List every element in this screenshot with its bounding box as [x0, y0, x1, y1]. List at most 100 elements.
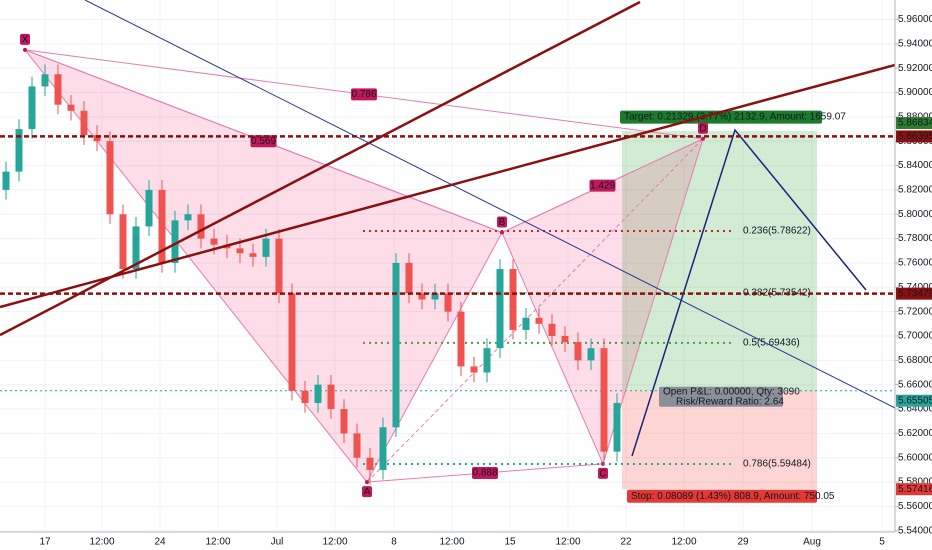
- pattern-point-bg: [698, 122, 708, 134]
- x-tick-label: 17: [39, 537, 51, 548]
- price-tag: 5.86395: [898, 131, 932, 142]
- candle-body: [80, 110, 88, 136]
- position-label-bg: [627, 489, 817, 503]
- y-tick-label: 5.58000: [898, 477, 932, 488]
- candle-body: [509, 269, 517, 330]
- y-tick-label: 5.78000: [898, 233, 932, 244]
- candle-body: [587, 348, 595, 361]
- stop-zone: [622, 390, 817, 490]
- candle-body: [288, 293, 296, 391]
- candle-body: [171, 220, 179, 263]
- candle-body: [301, 390, 309, 403]
- candle-body: [431, 293, 439, 300]
- candle-body: [392, 262, 400, 428]
- pattern-point-bg: [598, 467, 608, 479]
- pattern-point: [23, 47, 27, 52]
- x-tick-label: 8: [391, 537, 397, 548]
- drawings: [0, 0, 896, 457]
- ratio-bg: [351, 88, 377, 101]
- position-label-bg: [620, 110, 822, 124]
- candle-body: [535, 317, 543, 324]
- position-tool: Target: 0.21329 (3.77%) 2132.9, Amount: …: [0, 110, 895, 503]
- x-tick-label: 12:00: [671, 537, 696, 548]
- y-tick-label: 5.56000: [898, 501, 932, 512]
- y-tick-label: 5.82000: [898, 185, 932, 196]
- ratio-label: 0.569: [251, 136, 276, 147]
- x-tick-label: 15: [504, 537, 516, 548]
- price-tag: 5.65505: [898, 395, 932, 406]
- candle-body: [262, 238, 270, 257]
- candle-body: [613, 402, 621, 452]
- candle-body: [522, 317, 530, 330]
- pattern-point-bg: [497, 216, 507, 228]
- pattern-point: [701, 136, 705, 141]
- candle-body: [67, 104, 75, 111]
- y-tick-label: 5.84000: [898, 160, 932, 171]
- candle-body: [41, 74, 49, 87]
- candle-body: [379, 427, 387, 470]
- y-tick-label: 5.92000: [898, 63, 932, 74]
- fib-label: 0.786(5.59484): [743, 459, 811, 470]
- candle-body: [561, 336, 569, 343]
- price-tag-bg: [896, 483, 932, 496]
- x-tick-label: 12:00: [555, 537, 580, 548]
- x-tick-label: Aug: [803, 537, 821, 548]
- fib-label: 0.5(5.69436): [743, 338, 800, 349]
- ratio-bg: [472, 466, 498, 479]
- candle-body: [574, 342, 582, 361]
- harmonic-pattern: X A B C D 0.569 0.786 1.429 0.888 0.236(5.78622) 0…: [20, 33, 811, 498]
- candles: [2, 64, 621, 485]
- stop-label: Stop: 0.08089 (1.43%) 808.9, Amount: 750…: [631, 491, 835, 502]
- fib-label: 0.236(5.78622): [743, 226, 811, 237]
- y-tick-label: 5.90000: [898, 87, 932, 98]
- candle-body: [197, 214, 205, 239]
- y-tick-label: 5.80000: [898, 209, 932, 220]
- pattern-point-label: X: [22, 35, 29, 46]
- x-tick-label: 29: [737, 537, 749, 548]
- pattern-point: [365, 480, 369, 485]
- risk-reward-label: Risk/Reward Ratio: 2.64: [676, 396, 784, 407]
- y-tick-label: 5.68000: [898, 355, 932, 366]
- candle-body: [548, 323, 556, 336]
- ratio-label: 0.786: [351, 89, 376, 100]
- candle-body: [106, 141, 114, 215]
- x-tick-label: 12:00: [89, 537, 114, 548]
- price-tag: 5.57416: [898, 484, 932, 495]
- candle-body: [275, 238, 283, 294]
- candle-body: [2, 171, 10, 190]
- candle-body: [340, 409, 348, 434]
- y-tick-label: 5.96000: [898, 14, 932, 25]
- y-tick-label: 5.64000: [898, 404, 932, 415]
- price-tag-bg: [896, 130, 932, 143]
- x-tick-label: 12:00: [322, 537, 347, 548]
- axis-bg: [895, 0, 932, 532]
- price-tag-bg: [896, 287, 932, 300]
- candle-body: [145, 189, 153, 227]
- candle-body: [158, 189, 166, 263]
- candle-body: [353, 433, 361, 458]
- y-tick-label: 5.94000: [898, 38, 932, 49]
- candle-body: [28, 86, 36, 130]
- x-tick-label: 12:00: [205, 537, 230, 548]
- y-tick-label: 5.76000: [898, 258, 932, 269]
- pattern-point-bg: [362, 486, 372, 498]
- y-tick-label: 5.88000: [898, 112, 932, 123]
- candle-body: [184, 214, 192, 221]
- target-label: Target: 0.21329 (3.77%) 2132.9, Amount: …: [624, 112, 846, 123]
- open-pnl-label: Open P&L: 0.00000, Qty: 3090: [663, 386, 800, 397]
- ratio-label: 1.429: [590, 180, 615, 191]
- ratio-label: 0.888: [472, 468, 497, 479]
- price-tag: 5.86834: [898, 118, 932, 129]
- y-tick-label: 5.70000: [898, 331, 932, 342]
- pattern-point-label: A: [364, 487, 371, 498]
- y-tick-label: 5.62000: [898, 428, 932, 439]
- pattern-point-label: B: [499, 217, 506, 228]
- channel-line: [0, 63, 896, 309]
- pattern-point-bg: [20, 33, 30, 45]
- candle-body: [249, 253, 257, 257]
- target-zone: [622, 131, 817, 391]
- candle-body: [457, 311, 465, 367]
- projection-arrow: [631, 128, 867, 457]
- trend-line: [84, 0, 896, 409]
